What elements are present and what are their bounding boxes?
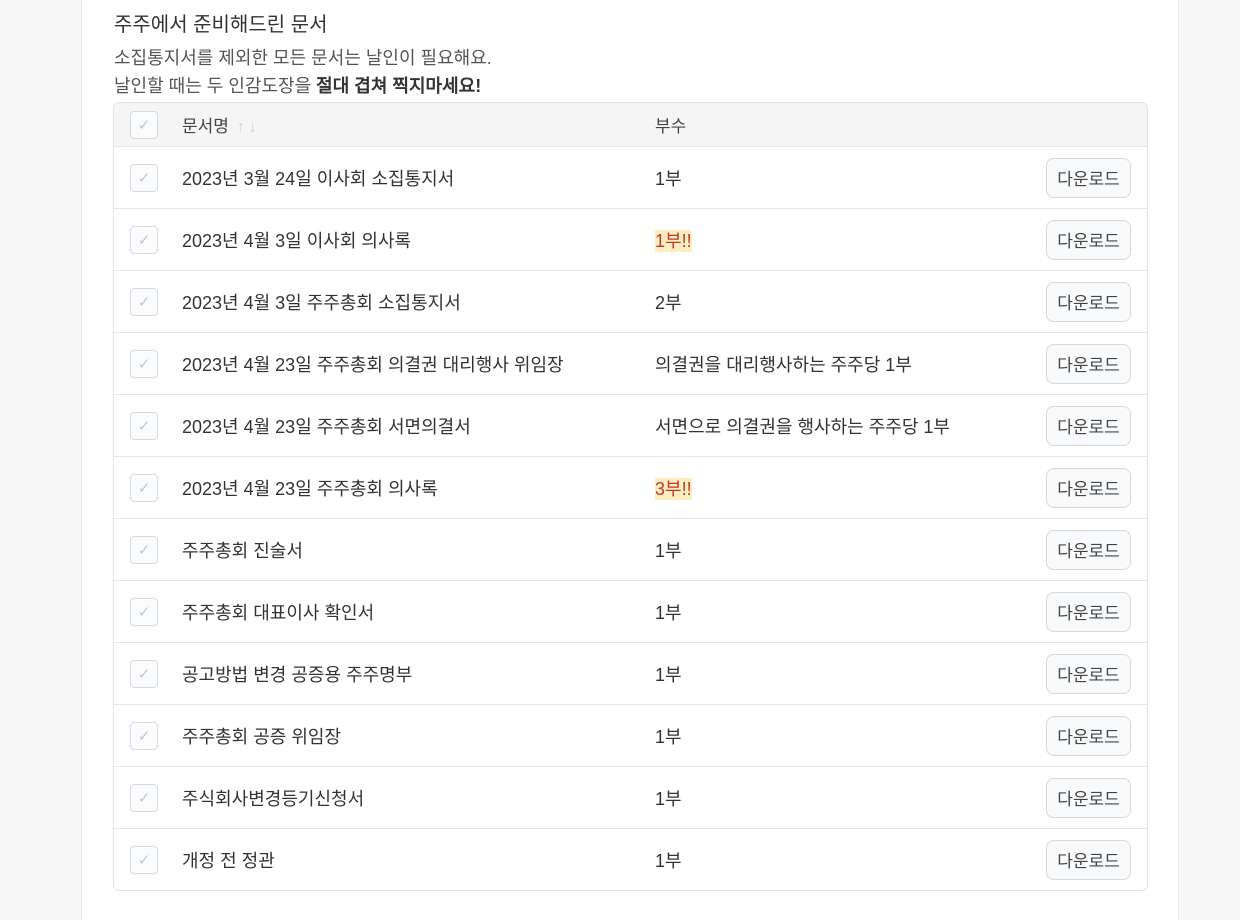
download-button[interactable]: 다운로드 bbox=[1046, 343, 1131, 384]
check-icon: ✓ bbox=[137, 116, 151, 134]
check-icon: ✓ bbox=[137, 541, 151, 559]
check-icon: ✓ bbox=[137, 727, 151, 745]
count-warning: 3부!! bbox=[655, 477, 692, 500]
check-icon: ✓ bbox=[137, 231, 151, 249]
download-button[interactable]: 다운로드 bbox=[1046, 715, 1131, 756]
table-row: ✓ 2023년 3월 24일 이사회 소집통지서 1부 다운로드 bbox=[114, 146, 1147, 208]
description-line-2: 날인할 때는 두 인감도장을 절대 겹쳐 찍지마세요! bbox=[114, 72, 492, 100]
check-icon: ✓ bbox=[137, 479, 151, 497]
table-row: ✓ 2023년 4월 23일 주주총회 의사록 3부!! 다운로드 bbox=[114, 456, 1147, 518]
document-count: 1부 bbox=[655, 661, 682, 687]
column-name-label: 문서명 bbox=[182, 117, 229, 136]
document-count: 1부 bbox=[655, 537, 682, 563]
check-icon: ✓ bbox=[137, 293, 151, 311]
row-checkbox[interactable]: ✓ bbox=[130, 845, 158, 874]
documents-card: 주주에서 준비해드린 문서 소집통지서를 제외한 모든 문서는 날인이 필요해요… bbox=[81, 0, 1179, 920]
row-checkbox[interactable]: ✓ bbox=[130, 721, 158, 750]
download-button[interactable]: 다운로드 bbox=[1046, 219, 1131, 260]
document-count: 2부 bbox=[655, 289, 682, 315]
document-name: 2023년 4월 23일 주주총회 서면의결서 bbox=[182, 416, 471, 437]
table-row: ✓ 개정 전 정관 1부 다운로드 bbox=[114, 828, 1147, 890]
row-checkbox[interactable]: ✓ bbox=[130, 225, 158, 254]
row-checkbox[interactable]: ✓ bbox=[130, 473, 158, 502]
document-count: 의결권을 대리행사하는 주주당 1부 bbox=[655, 351, 912, 377]
column-header-count: 부수 bbox=[655, 117, 687, 136]
check-icon: ✓ bbox=[137, 665, 151, 683]
count-value: 의결권을 대리행사하는 주주당 1부 bbox=[655, 354, 912, 375]
document-name: 2023년 4월 23일 주주총회 의결권 대리행사 위임장 bbox=[182, 354, 564, 375]
count-value: 서면으로 의결권을 행사하는 주주당 1부 bbox=[655, 416, 950, 437]
document-count: 1부 bbox=[655, 847, 682, 873]
count-value: 1부 bbox=[655, 664, 682, 685]
table-row: ✓ 공고방법 변경 공증용 주주명부 1부 다운로드 bbox=[114, 642, 1147, 704]
table-row: ✓ 2023년 4월 3일 주주총회 소집통지서 2부 다운로드 bbox=[114, 270, 1147, 332]
document-count: 서면으로 의결권을 행사하는 주주당 1부 bbox=[655, 413, 950, 439]
table-row: ✓ 2023년 4월 23일 주주총회 의결권 대리행사 위임장 의결권을 대리행사… bbox=[114, 332, 1147, 394]
document-name: 2023년 4월 23일 주주총회 의사록 bbox=[182, 478, 438, 499]
download-button[interactable]: 다운로드 bbox=[1046, 467, 1131, 508]
document-name: 2023년 3월 24일 이사회 소집통지서 bbox=[182, 168, 455, 189]
table-row: ✓ 주식회사변경등기신청서 1부 다운로드 bbox=[114, 766, 1147, 828]
check-icon: ✓ bbox=[137, 851, 151, 869]
document-name: 주주총회 대표이사 확인서 bbox=[182, 602, 375, 623]
table-row: ✓ 2023년 4월 23일 주주총회 서면의결서 서면으로 의결권을 행사하는 주… bbox=[114, 394, 1147, 456]
check-icon: ✓ bbox=[137, 355, 151, 373]
description-line-1: 소집통지서를 제외한 모든 문서는 날인이 필요해요. bbox=[114, 48, 492, 68]
table-header: ✓ 문서명 ↑↓ 부수 bbox=[114, 103, 1147, 146]
sort-arrows-icon[interactable]: ↑↓ bbox=[236, 119, 261, 136]
select-all-checkbox[interactable]: ✓ bbox=[130, 110, 158, 139]
check-icon: ✓ bbox=[137, 603, 151, 621]
download-button[interactable]: 다운로드 bbox=[1046, 591, 1131, 632]
download-button[interactable]: 다운로드 bbox=[1046, 281, 1131, 322]
count-value: 1부 bbox=[655, 168, 682, 189]
document-name: 공고방법 변경 공증용 주주명부 bbox=[182, 664, 413, 685]
document-count: 1부 bbox=[655, 785, 682, 811]
download-button[interactable]: 다운로드 bbox=[1046, 157, 1131, 198]
document-name: 주주총회 진술서 bbox=[182, 540, 303, 561]
count-value: 1부 bbox=[655, 602, 682, 623]
section-title: 주주에서 준비해드린 문서 bbox=[114, 14, 328, 36]
description-warning: 절대 겹쳐 찍지마세요! bbox=[316, 76, 482, 96]
document-name: 2023년 4월 3일 이사회 의사록 bbox=[182, 230, 412, 251]
download-button[interactable]: 다운로드 bbox=[1046, 405, 1131, 446]
count-value: 1부 bbox=[655, 850, 682, 871]
download-button[interactable]: 다운로드 bbox=[1046, 777, 1131, 818]
row-checkbox[interactable]: ✓ bbox=[130, 597, 158, 626]
row-checkbox[interactable]: ✓ bbox=[130, 349, 158, 378]
count-value: 1부 bbox=[655, 788, 682, 809]
document-count: 1부 bbox=[655, 599, 682, 625]
download-button[interactable]: 다운로드 bbox=[1046, 839, 1131, 880]
section-description: 소집통지서를 제외한 모든 문서는 날인이 필요해요. 날인할 때는 두 인감도… bbox=[114, 44, 492, 100]
documents-table: ✓ 문서명 ↑↓ 부수 ✓ 2023년 3월 24일 이사회 소집통지서 1부 다운로드… bbox=[113, 102, 1148, 891]
row-checkbox[interactable]: ✓ bbox=[130, 287, 158, 316]
document-name: 주식회사변경등기신청서 bbox=[182, 788, 365, 809]
count-value: 1부 bbox=[655, 540, 682, 561]
table-row: ✓ 주주총회 대표이사 확인서 1부 다운로드 bbox=[114, 580, 1147, 642]
count-value: 2부 bbox=[655, 292, 682, 313]
table-row: ✓ 주주총회 진술서 1부 다운로드 bbox=[114, 518, 1147, 580]
document-count: 1부 bbox=[655, 723, 682, 749]
count-value: 1부 bbox=[655, 726, 682, 747]
document-name: 주주총회 공증 위임장 bbox=[182, 726, 342, 747]
count-warning: 1부!! bbox=[655, 229, 692, 252]
check-icon: ✓ bbox=[137, 789, 151, 807]
document-count: 1부 bbox=[655, 165, 682, 191]
document-name: 2023년 4월 3일 주주총회 소집통지서 bbox=[182, 292, 461, 313]
row-checkbox[interactable]: ✓ bbox=[130, 535, 158, 564]
table-row: ✓ 주주총회 공증 위임장 1부 다운로드 bbox=[114, 704, 1147, 766]
column-header-name[interactable]: 문서명 ↑↓ bbox=[182, 112, 261, 137]
table-row: ✓ 2023년 4월 3일 이사회 의사록 1부!! 다운로드 bbox=[114, 208, 1147, 270]
download-button[interactable]: 다운로드 bbox=[1046, 653, 1131, 694]
check-icon: ✓ bbox=[137, 417, 151, 435]
row-checkbox[interactable]: ✓ bbox=[130, 163, 158, 192]
document-count: 1부!! bbox=[655, 227, 692, 253]
row-checkbox[interactable]: ✓ bbox=[130, 659, 158, 688]
description-text: 날인할 때는 두 인감도장을 bbox=[114, 76, 317, 96]
download-button[interactable]: 다운로드 bbox=[1046, 529, 1131, 570]
row-checkbox[interactable]: ✓ bbox=[130, 783, 158, 812]
document-count: 3부!! bbox=[655, 475, 692, 501]
check-icon: ✓ bbox=[137, 169, 151, 187]
document-name: 개정 전 정관 bbox=[182, 850, 275, 871]
row-checkbox[interactable]: ✓ bbox=[130, 411, 158, 440]
